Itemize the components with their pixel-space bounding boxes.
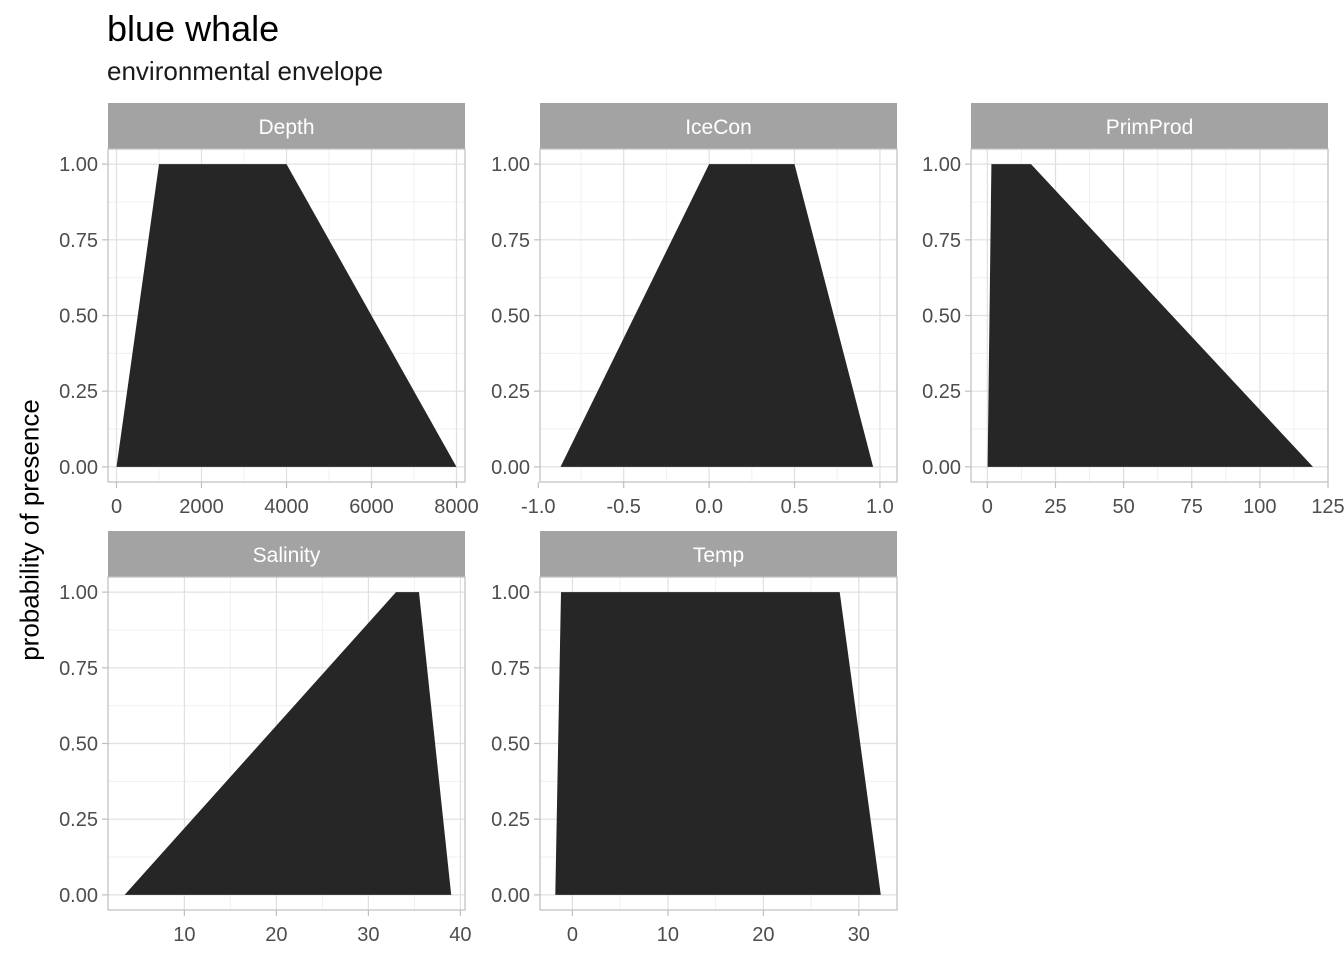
envelope-area-temp: [555, 592, 881, 895]
panel-icecon: IceCon 1.00 0.75 0.50 0.25 0.00 -1.0 -0.5 0.0 0.5…: [491, 103, 898, 518]
panel-depth: Depth 1.00 0.75 0.50 0.25 0.00 0 2000 4000 6000 80…: [59, 103, 479, 518]
x-tick-label: 4000: [264, 496, 309, 518]
x-tick-label: 0.0: [695, 496, 723, 518]
x-tick-label: -0.5: [606, 496, 640, 518]
y-tick-label: 0.25: [491, 809, 530, 831]
y-tick-label: 0.75: [922, 230, 961, 252]
x-tick-label: 0: [567, 924, 578, 946]
x-tick-label: 50: [1112, 496, 1134, 518]
strip-label-salinity: Salinity: [253, 544, 321, 567]
x-tick-label: 30: [848, 924, 870, 946]
y-tick-label: 1.00: [491, 582, 530, 604]
strip-label-temp: Temp: [693, 544, 744, 567]
strip-salinity: [108, 531, 465, 577]
y-tick-label: 0.50: [491, 306, 530, 328]
strip-label-primprod: PrimProd: [1106, 116, 1194, 139]
y-tick-label: 0.25: [922, 381, 961, 403]
x-tick-label: 8000: [434, 496, 479, 518]
strip-temp: [540, 531, 897, 577]
panel-primprod: PrimProd 1.00 0.75 0.50 0.25 0.00 0 25 50 75 100 12…: [922, 103, 1344, 518]
panel-temp: Temp 1.00 0.75 0.50 0.25 0.00 0 10 20 30: [491, 531, 898, 946]
y-tick-label: 0.00: [59, 885, 98, 907]
envelope-area-primprod: [987, 164, 1313, 467]
x-tick-label: 2000: [179, 496, 224, 518]
chart-subtitle: environmental envelope: [107, 56, 384, 86]
y-tick-label: 0.50: [491, 734, 530, 756]
y-tick-label: 1.00: [922, 154, 961, 176]
y-tick-label: 0.75: [491, 658, 530, 680]
y-tick-label: 1.00: [59, 582, 98, 604]
strip-label-depth: Depth: [258, 116, 314, 139]
y-tick-label: 0.75: [59, 658, 98, 680]
x-tick-label: 1.0: [866, 496, 894, 518]
y-tick-label: 0.00: [491, 457, 530, 479]
x-tick-label: 0: [982, 496, 993, 518]
x-tick-label: -1.0: [521, 496, 555, 518]
x-tick-label: 100: [1243, 496, 1276, 518]
strip-depth: [108, 103, 465, 149]
y-tick-label: 0.50: [922, 306, 961, 328]
y-tick-label: 0.75: [59, 230, 98, 252]
x-tick-label: 10: [657, 924, 679, 946]
x-tick-label: 125: [1311, 496, 1344, 518]
y-tick-label: 0.25: [491, 381, 530, 403]
y-tick-label: 0.00: [922, 457, 961, 479]
y-tick-label: 1.00: [491, 154, 530, 176]
strip-label-icecon: IceCon: [685, 116, 752, 139]
x-tick-label: 10: [173, 924, 195, 946]
strip-icecon: [540, 103, 897, 149]
x-tick-label: 20: [265, 924, 287, 946]
x-tick-label: 20: [752, 924, 774, 946]
y-tick-label: 0.50: [59, 306, 98, 328]
x-tick-label: 30: [357, 924, 379, 946]
envelope-area-icecon: [560, 164, 874, 467]
y-tick-label: 0.00: [491, 885, 530, 907]
x-tick-label: 40: [449, 924, 471, 946]
chart-title: blue whale: [107, 8, 280, 49]
y-tick-label: 0.75: [491, 230, 530, 252]
x-tick-label: 6000: [349, 496, 394, 518]
y-tick-label: 1.00: [59, 154, 98, 176]
envelope-area-salinity: [124, 592, 452, 895]
panel-salinity: Salinity 1.00 0.75 0.50 0.25 0.00 10 20 30 40: [59, 531, 472, 946]
x-tick-label: 75: [1181, 496, 1203, 518]
y-tick-label: 0.00: [59, 457, 98, 479]
y-tick-label: 0.25: [59, 381, 98, 403]
y-tick-label: 0.25: [59, 809, 98, 831]
envelope-area-depth: [116, 164, 457, 467]
x-tick-label: 0.5: [781, 496, 809, 518]
y-tick-label: 0.50: [59, 734, 98, 756]
x-tick-label: 0: [111, 496, 122, 518]
strip-primprod: [971, 103, 1328, 149]
x-tick-label: 25: [1044, 496, 1066, 518]
